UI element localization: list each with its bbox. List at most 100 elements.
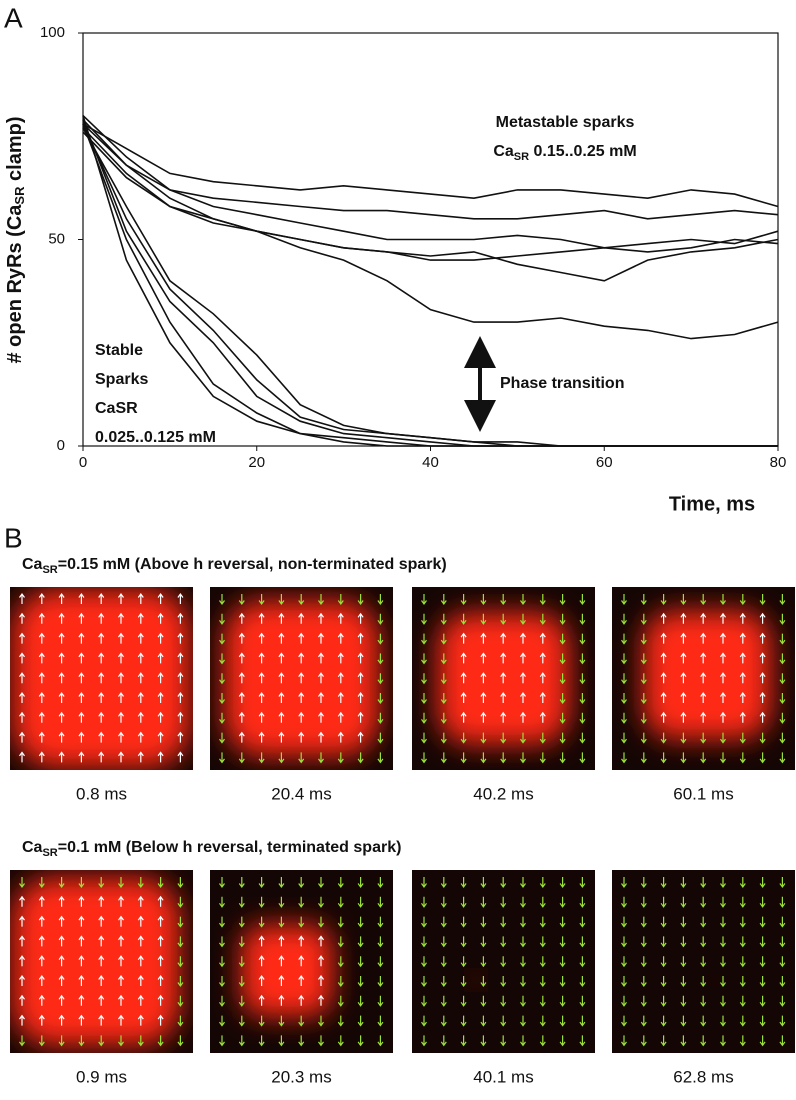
gate-arrow bbox=[118, 632, 124, 644]
gate-arrow bbox=[177, 612, 184, 624]
spark-frame bbox=[612, 870, 795, 1053]
gate-arrow bbox=[520, 672, 526, 684]
gate-arrow bbox=[337, 594, 344, 606]
gate-arrow bbox=[337, 652, 344, 664]
gate-arrow bbox=[58, 935, 65, 947]
gate-arrow bbox=[38, 1014, 45, 1026]
frame-label: 0.9 ms bbox=[76, 1067, 127, 1086]
gate-arrow bbox=[318, 672, 324, 684]
gate-arrow bbox=[137, 955, 144, 967]
gate-arrow bbox=[258, 955, 265, 967]
gate-arrow bbox=[118, 955, 124, 967]
annotation: Metastable sparks bbox=[496, 114, 635, 131]
gate-arrow bbox=[520, 936, 526, 948]
gate-arrow bbox=[621, 1035, 627, 1047]
gate-arrow bbox=[219, 594, 225, 606]
gate-arrow bbox=[700, 1015, 707, 1027]
stable-label: Stable Sparks CaSR 0.025..0.125 mM bbox=[95, 342, 216, 446]
spark-frame bbox=[10, 870, 193, 1053]
gate-arrow bbox=[78, 731, 85, 743]
gate-arrow bbox=[337, 877, 344, 889]
gate-arrow bbox=[157, 974, 164, 986]
gate-arrow bbox=[298, 935, 305, 947]
gate-arrow bbox=[278, 711, 285, 723]
gate-arrow bbox=[38, 974, 45, 986]
gate-arrow bbox=[720, 976, 726, 988]
gate-arrow bbox=[621, 956, 627, 968]
gate-arrow bbox=[640, 896, 647, 908]
gate-arrow bbox=[157, 592, 164, 604]
gate-arrow bbox=[720, 632, 726, 644]
gate-arrow bbox=[337, 976, 344, 988]
gate-arrow bbox=[539, 916, 546, 928]
gate-arrow bbox=[58, 915, 65, 927]
gate-arrow bbox=[440, 633, 447, 645]
gate-arrow bbox=[98, 994, 105, 1006]
gate-arrow bbox=[539, 672, 546, 684]
gate-arrow bbox=[78, 612, 85, 624]
gate-arrow bbox=[440, 956, 447, 968]
gate-arrow bbox=[298, 877, 305, 889]
gate-arrow bbox=[579, 613, 586, 625]
gate-arrow bbox=[500, 613, 507, 625]
gate-arrow bbox=[520, 732, 526, 744]
gate-arrow bbox=[157, 955, 164, 967]
gate-arrow bbox=[177, 592, 184, 604]
annotation: Sparks bbox=[95, 371, 148, 388]
gate-arrow bbox=[500, 995, 507, 1007]
gate-arrow bbox=[460, 936, 467, 948]
gate-arrow bbox=[177, 731, 184, 743]
gate-arrow bbox=[559, 877, 566, 889]
gate-arrow bbox=[238, 672, 245, 684]
gate-arrow bbox=[157, 612, 164, 624]
annotation: CaSR 0.15..0.25 mM bbox=[493, 143, 636, 163]
gate-arrow bbox=[421, 594, 427, 606]
gate-arrow bbox=[559, 956, 566, 968]
gate-arrow bbox=[177, 896, 184, 908]
gate-arrow bbox=[621, 896, 627, 908]
gate-arrow bbox=[177, 1015, 184, 1027]
gate-arrow bbox=[19, 632, 25, 644]
gate-arrow bbox=[680, 612, 687, 624]
gate-arrow bbox=[779, 653, 786, 665]
gate-arrow bbox=[238, 956, 245, 968]
gate-arrow bbox=[357, 594, 364, 606]
gate-arrow bbox=[440, 976, 447, 988]
gate-arrow bbox=[298, 994, 305, 1006]
gate-arrow bbox=[680, 896, 687, 908]
gate-arrow bbox=[377, 956, 384, 968]
spark-blob bbox=[11, 877, 181, 1046]
gate-arrow bbox=[559, 936, 566, 948]
gate-arrow bbox=[157, 1035, 164, 1047]
gate-arrow bbox=[779, 936, 786, 948]
gate-arrow bbox=[520, 594, 526, 606]
gate-arrow bbox=[38, 751, 45, 763]
gate-arrow bbox=[318, 1015, 324, 1027]
gate-arrow bbox=[640, 732, 647, 744]
gate-arrow bbox=[98, 877, 105, 889]
gate-arrow bbox=[640, 995, 647, 1007]
gate-arrow bbox=[700, 672, 707, 684]
gate-arrow bbox=[680, 936, 687, 948]
gate-arrow bbox=[118, 895, 124, 907]
gate-arrow bbox=[759, 752, 766, 764]
gate-arrow bbox=[621, 633, 627, 645]
gate-arrow bbox=[720, 652, 726, 664]
gate-arrow bbox=[700, 612, 707, 624]
gate-arrow bbox=[157, 731, 164, 743]
gate-arrow bbox=[421, 732, 427, 744]
gate-arrow bbox=[58, 731, 65, 743]
frame-label: 20.4 ms bbox=[271, 784, 331, 803]
gate-arrow bbox=[421, 936, 427, 948]
gate-arrow bbox=[258, 711, 265, 723]
gate-arrow bbox=[759, 672, 766, 684]
gate-arrow bbox=[177, 976, 184, 988]
gate-arrow bbox=[440, 653, 447, 665]
gate-arrow bbox=[440, 916, 447, 928]
gate-arrow bbox=[318, 594, 324, 606]
gate-arrow bbox=[500, 916, 507, 928]
gate-arrow bbox=[137, 731, 144, 743]
gate-arrow bbox=[621, 995, 627, 1007]
gate-arrow bbox=[460, 691, 467, 703]
gate-arrow bbox=[500, 1035, 507, 1047]
